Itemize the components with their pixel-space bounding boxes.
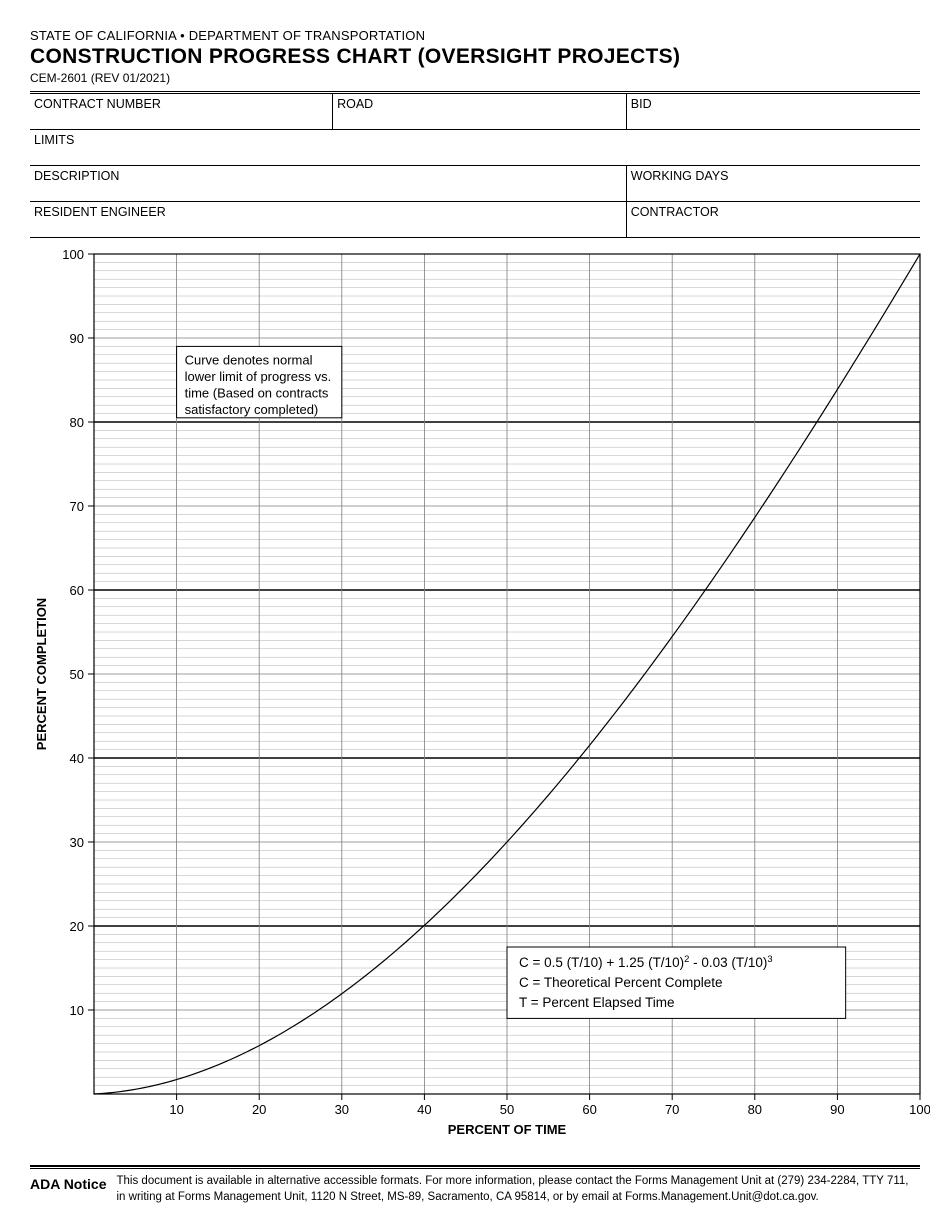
svg-text:lower limit of progress vs.: lower limit of progress vs.: [185, 369, 332, 384]
svg-text:30: 30: [70, 835, 84, 850]
field-working-days[interactable]: WORKING DAYS: [626, 166, 920, 202]
svg-text:40: 40: [417, 1102, 431, 1117]
svg-text:80: 80: [748, 1102, 762, 1117]
ada-label: ADA Notice: [30, 1174, 107, 1192]
svg-text:20: 20: [70, 919, 84, 934]
svg-text:10: 10: [70, 1003, 84, 1018]
field-limits[interactable]: LIMITS: [30, 130, 920, 166]
svg-text:PERCENT OF TIME: PERCENT OF TIME: [448, 1122, 567, 1137]
svg-text:T = Percent Elapsed Time: T = Percent Elapsed Time: [519, 995, 674, 1010]
svg-text:40: 40: [70, 751, 84, 766]
svg-text:60: 60: [582, 1102, 596, 1117]
chart-svg: 10 20 30 40 50 60 70 80 90 100 10 20 30 40 50 60 70 80 90 1…: [30, 246, 930, 1146]
svg-text:C = Theoretical Percent Comp: C = Theoretical Percent Complete: [519, 975, 722, 990]
form-number: CEM-2601 (REV 01/2021): [30, 71, 920, 85]
svg-text:70: 70: [70, 499, 84, 514]
dept-line: STATE OF CALIFORNIA • DEPARTMENT OF TRAN…: [30, 28, 920, 43]
field-description[interactable]: DESCRIPTION: [30, 166, 626, 202]
svg-text:20: 20: [252, 1102, 266, 1117]
svg-text:90: 90: [70, 331, 84, 346]
form-header: STATE OF CALIFORNIA • DEPARTMENT OF TRAN…: [30, 28, 920, 85]
svg-text:50: 50: [500, 1102, 514, 1117]
svg-text:100: 100: [909, 1102, 930, 1117]
svg-text:satisfactory completed): satisfactory completed): [185, 402, 319, 417]
svg-text:PERCENT COMPLETION: PERCENT COMPLETION: [34, 598, 49, 750]
svg-text:30: 30: [335, 1102, 349, 1117]
progress-chart: 1020304050607080901001020304050607080901…: [30, 246, 920, 1151]
field-contractor[interactable]: CONTRACTOR: [626, 202, 920, 238]
svg-text:80: 80: [70, 415, 84, 430]
field-bid[interactable]: BID: [626, 94, 920, 130]
svg-text:60: 60: [70, 583, 84, 598]
svg-text:C = 0.5 (T/10) + 1.25 (T/10): C = 0.5 (T/10) + 1.25 (T/10)2 - 0.03 (T/…: [519, 954, 773, 971]
field-resident-engineer[interactable]: RESIDENT ENGINEER: [30, 202, 626, 238]
ada-notice: ADA Notice This document is available in…: [30, 1169, 920, 1205]
page-title: CONSTRUCTION PROGRESS CHART (OVERSIGHT P…: [30, 45, 920, 69]
svg-text:100: 100: [62, 247, 84, 262]
ada-text: This document is available in alternativ…: [117, 1174, 921, 1205]
svg-text:Curve denotes normal: Curve denotes normal: [185, 352, 313, 367]
svg-text:10: 10: [169, 1102, 183, 1117]
svg-text:70: 70: [665, 1102, 679, 1117]
svg-text:time (Based on contracts: time (Based on contracts: [185, 385, 329, 400]
form-fields-grid: CONTRACT NUMBER ROAD BID LIMITS DESCRIPT…: [30, 94, 920, 238]
field-contract-number[interactable]: CONTRACT NUMBER: [30, 94, 333, 130]
field-road[interactable]: ROAD: [333, 94, 627, 130]
svg-text:50: 50: [70, 667, 84, 682]
svg-text:90: 90: [830, 1102, 844, 1117]
